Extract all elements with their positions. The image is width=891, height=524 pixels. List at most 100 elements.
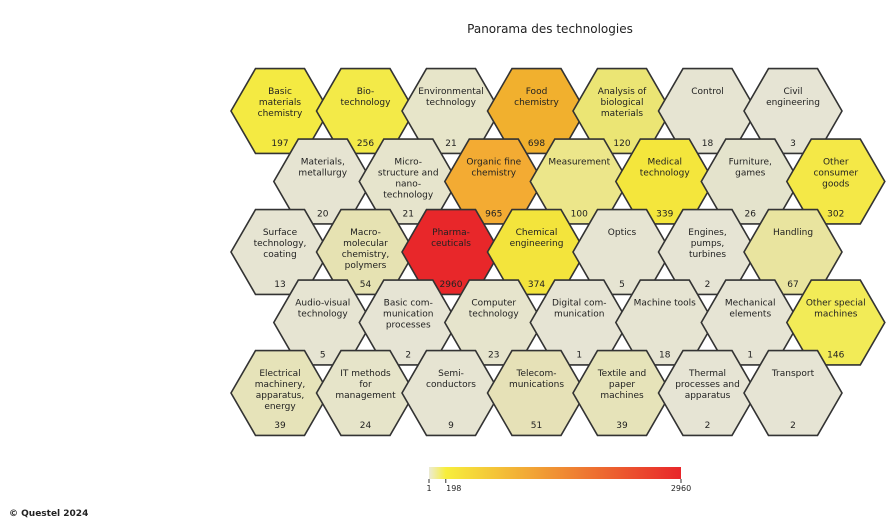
hex-count: 1 <box>747 351 753 361</box>
hex-shape <box>572 349 672 437</box>
hex-shape <box>486 349 587 437</box>
hex-label: Handling <box>773 228 813 238</box>
hex-cell: Medical technology 339 <box>614 138 715 225</box>
hex-label: Furniture, games <box>729 158 772 179</box>
hex-label: Other consumer goods <box>813 158 858 190</box>
legend-tick-label: 2960 <box>671 484 691 493</box>
hex-count: 256 <box>357 139 374 149</box>
hex-cell: Micro-structure and nano-technology 21 <box>358 138 459 225</box>
hex-label: Digital com-munication <box>552 299 607 320</box>
hex-cell: Analysis of biological materials 120 <box>572 67 672 155</box>
hex-cell: Transport 2 <box>743 349 843 437</box>
hex-count: 20 <box>317 210 329 220</box>
hex-cell: Bio-technology 256 <box>315 67 416 155</box>
hex-chart: Basic materials chemistry 197 Bio-technology… <box>230 67 886 493</box>
hex-label: Materials, metallurgy <box>298 158 347 179</box>
hex-count: 13 <box>274 280 285 290</box>
hex-cell: Civil engineering 3 <box>743 67 843 155</box>
hex-label: Medical technology <box>640 158 691 179</box>
hex-count: 23 <box>488 351 499 361</box>
legend-tick-label: 1 <box>426 484 431 493</box>
hex-label: Bio-technology <box>341 87 392 108</box>
hex-label: Control <box>691 87 724 97</box>
hex-count: 39 <box>274 421 286 431</box>
hex-count: 18 <box>702 139 714 149</box>
hex-count: 21 <box>445 139 456 149</box>
hex-label: Engines, pumps, turbines <box>688 228 726 260</box>
hex-count: 67 <box>787 280 798 290</box>
hex-cell: Electrical machinery, apparatus, energy 39 <box>230 349 330 437</box>
hex-count: 24 <box>360 421 372 431</box>
hex-label: Basic com-munication processes <box>383 299 433 331</box>
hex-label: Surface technology, coating <box>254 228 307 260</box>
hex-shape <box>743 349 843 437</box>
hex-count: 2 <box>405 351 411 361</box>
hex-shape <box>657 349 758 437</box>
hex-shape <box>785 138 886 225</box>
hex-count: 100 <box>571 210 588 220</box>
hex-label: Thermal processes and apparatus <box>675 369 740 401</box>
hex-cell: Textile and paper machines 39 <box>572 349 672 437</box>
hex-count: 21 <box>403 210 414 220</box>
hex-label: Semi-conductors <box>426 369 476 390</box>
hex-label: Audio-visual technology <box>295 299 350 320</box>
hex-cell: Organic fine chemistry 965 <box>443 138 544 225</box>
hex-cell: Audio-visual technology 5 <box>272 279 373 366</box>
hex-cell: Basic materials chemistry 197 <box>230 67 330 155</box>
hex-label: Machine tools <box>634 299 697 309</box>
hex-label: Transport <box>771 369 815 379</box>
hex-count: 1 <box>576 351 582 361</box>
hex-cell: Other consumer goods 302 <box>785 138 886 225</box>
hex-count: 120 <box>613 139 630 149</box>
hex-cell: Macro-molecular chemistry, polymers 54 <box>315 208 416 296</box>
hex-count: 965 <box>485 210 502 220</box>
hex-count: 2960 <box>440 280 463 290</box>
hex-shape <box>401 349 501 437</box>
hex-cell: Machine tools 18 <box>614 279 715 366</box>
hex-cell: Thermal processes and apparatus 2 <box>657 349 758 437</box>
hex-label: Micro-structure and nano-technology <box>378 158 439 201</box>
hex-cell: Chemical engineering 374 <box>486 208 587 296</box>
hex-count: 2 <box>705 421 711 431</box>
hex-cell: Basic com-munication processes 2 <box>358 279 459 366</box>
hex-cell: Other special machines 146 <box>785 279 886 366</box>
hex-count: 2 <box>790 421 796 431</box>
hex-label: Measurement <box>548 158 610 168</box>
hex-count: 339 <box>656 210 673 220</box>
hex-label: IT methods for management <box>335 369 396 401</box>
hex-label: Optics <box>608 228 637 238</box>
hex-count: 146 <box>827 351 844 361</box>
hex-count: 5 <box>619 280 625 290</box>
hex-label: Civil engineering <box>766 87 820 108</box>
hex-label: Macro-molecular chemistry, polymers <box>342 228 390 271</box>
hex-label: Computer technology <box>469 299 520 320</box>
hex-cell: Telecom-munications 51 <box>486 349 587 437</box>
hex-label: Environmental technology <box>418 87 483 108</box>
hex-count: 54 <box>360 280 372 290</box>
hex-count: 2 <box>705 280 711 290</box>
hex-label: Chemical engineering <box>510 228 564 249</box>
hex-label: Food chemistry <box>514 87 559 108</box>
chart-title: Panorama des technologies <box>467 22 633 36</box>
hex-count: 5 <box>320 351 326 361</box>
hex-label: Mechanical elements <box>725 299 776 320</box>
hex-count: 698 <box>528 139 545 149</box>
hex-cell: Semi-conductors 9 <box>401 349 501 437</box>
hex-count: 51 <box>531 421 542 431</box>
hex-count: 374 <box>528 280 545 290</box>
hex-shape <box>315 349 416 437</box>
copyright-notice: © Questel 2024 <box>9 509 89 519</box>
hex-count: 39 <box>616 421 628 431</box>
hex-count: 26 <box>745 210 757 220</box>
hex-label: Other special machines <box>806 299 866 320</box>
hex-count: 197 <box>271 139 288 149</box>
hex-count: 18 <box>659 351 671 361</box>
hex-label: Pharma-ceuticals <box>431 228 471 249</box>
hex-cell: IT methods for management 24 <box>315 349 416 437</box>
hex-label: Telecom-munications <box>509 369 564 390</box>
hex-cell: Surface technology, coating 13 <box>230 208 330 296</box>
hex-count: 9 <box>448 421 454 431</box>
hex-cell: Control 18 <box>657 67 758 155</box>
hex-count: 302 <box>827 210 844 220</box>
hex-label: Textile and paper machines <box>597 369 647 401</box>
